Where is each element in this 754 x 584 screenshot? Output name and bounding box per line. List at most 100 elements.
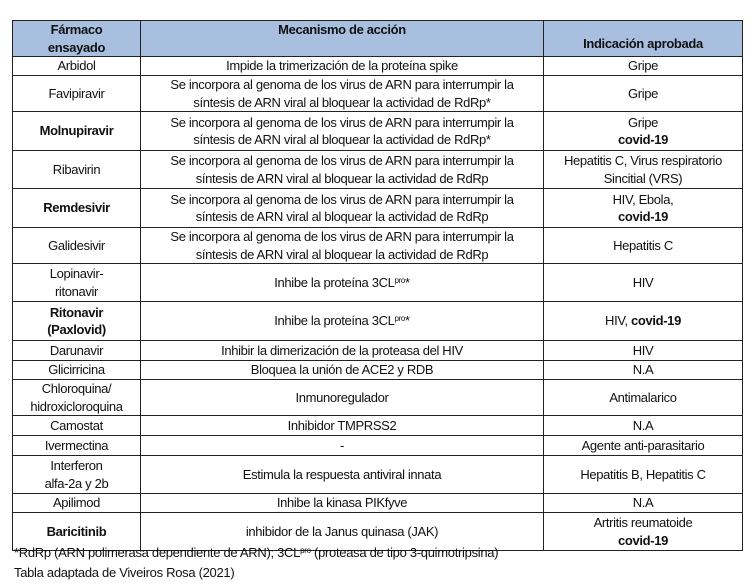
cell-line: Agente anti-parasitario (547, 437, 739, 455)
mechanism-cell: - (140, 435, 544, 456)
header-drug: Fármaco ensayado (12, 20, 141, 57)
text-segment: * (405, 274, 410, 290)
cell-line: Gripe (547, 57, 739, 75)
text-segment: Chloroquina/ (41, 381, 112, 396)
header-mechanism: Mecanismo de acción (140, 20, 544, 57)
indication-cell: HIV (543, 263, 743, 302)
indication-cell: Agente anti-parasitario (543, 435, 743, 456)
drug-cell: Glicirricina (12, 360, 141, 380)
table-row: Apilimod Inhibe la kinasa PIKfyve N.A (12, 493, 743, 513)
text-segment: covid-19 (618, 209, 668, 224)
text-segment: Darunavir (49, 342, 104, 358)
drug-cell: Ivermectina (12, 435, 141, 456)
text-segment: Estimula la respuesta antiviral innata (242, 466, 442, 482)
text-segment: Bloquea la unión de ACE2 y RDB (250, 362, 434, 378)
cell-line: - (144, 437, 540, 455)
cell-line: Molnupiravir (16, 122, 137, 140)
text-segment: (Paxlovid) (47, 322, 106, 337)
cell-line: covid-19 (547, 532, 739, 550)
footnotes: *RdRp (ARN polimerasa dependiente de ARN… (14, 543, 499, 583)
table-row: Chloroquina/hidroxicloroquina Inmunoregul… (12, 379, 743, 416)
mechanism-cell: inhibidor de la Janus quinasa (JAK) (140, 512, 544, 551)
text-segment: Arbidol (57, 58, 96, 74)
cell-line: N.A (547, 417, 739, 435)
cell-line: Hepatitis B, Hepatitis C (547, 466, 739, 484)
cell-line: Ritonavir (16, 304, 137, 322)
mechanism-cell: Inhibe la kinasa PIKfyve (140, 493, 544, 513)
text-segment: Galidesivir (48, 237, 105, 253)
mechanism-cell: Se incorpora al genoma de los virus de A… (140, 75, 544, 112)
text-segment: Gripe (627, 58, 659, 74)
text-segment: N.A (632, 495, 654, 511)
table-row: Arbidol Impide la trimerización de la pro… (12, 56, 743, 76)
text-segment: Hepatitis B, Hepatitis C (580, 466, 706, 482)
text-segment: *RdRp (ARN polimerasa dependiente de ARN… (14, 545, 301, 560)
mechanism-cell: Se incorpora al genoma de los virus de A… (140, 150, 544, 189)
cell-line: Inhibe la proteína 3CLpro* (144, 312, 540, 330)
cell-line: HIV, Ebola, (547, 191, 739, 209)
table-row: Ritonavir (Paxlovid) Inhibe la proteína 3C… (12, 301, 743, 341)
cell-line: Chloroquina/ (16, 380, 137, 398)
table-row: Ribavirin Se incorpora al genoma de los v… (12, 150, 743, 189)
cell-line: N.A (547, 494, 739, 512)
text-segment: Indicación aprobada (583, 35, 703, 51)
mechanism-cell: Impide la trimerización de la proteína s… (140, 56, 544, 76)
indication-cell: HIV, Ebola, covid-19 (543, 188, 743, 228)
text-segment: Ritonavir (49, 304, 104, 320)
text-segment: Hepatitis C (613, 237, 673, 253)
text-segment: Tabla adaptada de Viveiros Rosa (2021) (14, 565, 235, 580)
text-segment: covid-19 (618, 532, 668, 548)
cell-line: N.A (547, 361, 739, 379)
text-segment: HIV, Ebola, (612, 191, 674, 207)
text-segment: HIV (632, 342, 654, 358)
table-row: Darunavir Inhibir la dimerización de la p… (12, 340, 743, 361)
cell-line: Gripe (547, 114, 739, 132)
text-segment: N.A (632, 362, 654, 378)
cell-line: Fármaco (16, 21, 137, 39)
cell-line: ritonavir (16, 283, 137, 301)
text-segment: Hepatitis C, Virus respiratorio (564, 153, 722, 168)
drug-cell: Chloroquina/hidroxicloroquina (12, 379, 141, 416)
drug-cell: Darunavir (12, 340, 141, 361)
cell-line: Impide la trimerización de la proteína s… (144, 57, 540, 75)
text-segment: Camostat (50, 417, 103, 433)
cell-line: Inhibidor TMPRSS2 (144, 417, 540, 435)
cell-line: Darunavir (16, 342, 137, 360)
text-segment: ritonavir (54, 283, 99, 299)
drug-cell: Ribavirin (12, 150, 141, 189)
table-row: Galidesivir Se incorpora al genoma de los… (12, 227, 743, 264)
text-segment: Inhibe la kinasa PIKfyve (276, 495, 408, 511)
cell-line: síntesis de ARN viral al bloquear la act… (144, 246, 540, 264)
text-segment: Inmunoregulador (295, 389, 389, 405)
text-segment: Agente anti-parasitario (581, 437, 705, 453)
cell-line: síntesis de ARN viral al bloquear la act… (144, 94, 540, 112)
text-segment: Lopinavir- (49, 266, 104, 281)
cell-line: Bloquea la unión de ACE2 y RDB (144, 361, 540, 379)
cell-line: Se incorpora al genoma de los virus de A… (144, 228, 540, 246)
text-segment: Se incorpora al genoma de los virus de A… (170, 114, 514, 130)
text-segment: * (405, 313, 410, 329)
indication-cell: Gripe covid-19 (543, 111, 743, 151)
cell-line: covid-19 (547, 131, 739, 149)
table-row: Lopinavir-ritonavir Inhibe la proteína 3C… (12, 263, 743, 302)
text-segment: alfa-2a y 2b (44, 475, 109, 491)
text-segment: covid-19 (618, 132, 668, 147)
cell-line: Inmunoregulador (144, 389, 540, 407)
superscript: pro (394, 314, 406, 324)
cell-line: Artritis reumatoide (547, 514, 739, 532)
text-segment: Se incorpora al genoma de los virus de A… (170, 229, 514, 244)
cell-line: covid-19 (547, 208, 739, 226)
cell-line: Sincitial (VRS) (547, 170, 739, 188)
text-segment: síntesis de ARN viral al bloquear la act… (195, 209, 489, 224)
cell-line: síntesis de ARN viral al bloquear la act… (144, 170, 540, 188)
indication-cell: HIV, covid-19 (543, 301, 743, 341)
cell-line: Mecanismo de acción (144, 21, 540, 39)
mechanism-cell: Inmunoregulador (140, 379, 544, 416)
text-segment: Ivermectina (44, 437, 109, 453)
text-segment: Gripe (627, 114, 659, 130)
indication-cell: Hepatitis C (543, 227, 743, 264)
cell-line: Lopinavir- (16, 265, 137, 283)
cell-line: Interferon (16, 457, 137, 475)
mechanism-cell: Inhibe la proteína 3CLpro* (140, 301, 544, 341)
text-segment: Interferon (50, 458, 103, 473)
